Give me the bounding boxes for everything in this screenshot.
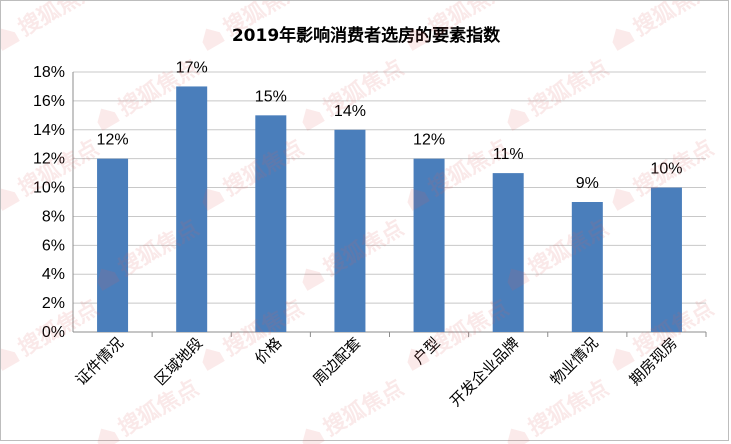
watermark-tile: 搜狐焦点	[202, 135, 308, 211]
bar	[571, 202, 603, 332]
watermark-text: 搜狐焦点	[629, 1, 718, 41]
watermark-text: 搜狐焦点	[524, 55, 613, 122]
house-icon	[507, 268, 530, 291]
chart-title: 2019年影响消费者选房的要素指数	[232, 25, 501, 46]
bar	[650, 187, 682, 332]
y-tick-label: 8%	[42, 208, 65, 225]
y-tick-label: 4%	[42, 266, 65, 283]
house-icon	[302, 108, 325, 131]
house-icon	[407, 188, 430, 211]
house-icon	[97, 108, 120, 131]
bar	[97, 158, 129, 332]
house-icon	[302, 428, 325, 444]
watermark-text: 搜狐焦点	[524, 375, 613, 442]
house-icon	[202, 28, 225, 51]
watermark-tile: 搜狐焦点	[202, 295, 308, 371]
y-tick-label: 14%	[33, 122, 65, 139]
watermark-text: 搜狐焦点	[319, 375, 408, 442]
gridlines	[72, 71, 707, 337]
house-icon	[1, 348, 20, 371]
y-tick-label: 6%	[42, 237, 65, 254]
y-tick-label: 18%	[33, 64, 65, 81]
bar	[492, 173, 524, 332]
data-labels: 12% 17% 15% 14% 12% 11% 9% 10%	[97, 59, 683, 192]
watermark-tile: 搜狐焦点	[507, 55, 613, 131]
house-icon	[97, 268, 120, 291]
watermark-text: 搜狐焦点	[14, 1, 103, 41]
y-axis-ticks: 0% 2% 4% 6% 8% 10% 12% 14% 16% 18%	[33, 64, 65, 341]
data-label: 14%	[334, 103, 366, 120]
x-tick-label: 区域地段	[151, 334, 206, 389]
house-icon	[1, 188, 20, 211]
house-icon	[507, 428, 530, 444]
watermark-tile: 搜狐焦点	[97, 375, 203, 444]
house-icon	[202, 348, 225, 371]
house-icon	[612, 188, 635, 211]
house-icon	[612, 28, 635, 51]
x-tick-label: 证件情况	[72, 334, 127, 389]
house-icon	[612, 348, 635, 371]
data-label: 9%	[576, 175, 599, 192]
bar	[413, 158, 445, 332]
watermark-tile: 搜狐焦点	[612, 1, 718, 51]
data-label: 17%	[176, 59, 208, 76]
y-tick-label: 0%	[42, 324, 65, 341]
data-label: 15%	[255, 88, 287, 105]
house-icon	[407, 28, 430, 51]
house-icon	[202, 188, 225, 211]
house-icon	[407, 348, 430, 371]
y-tick-label: 12%	[33, 151, 65, 168]
y-tick-label: 2%	[42, 295, 65, 312]
watermark-tile: 搜狐焦点	[302, 375, 408, 444]
bar	[255, 115, 287, 332]
data-label: 10%	[650, 161, 682, 178]
y-tick-label: 16%	[33, 93, 65, 110]
house-icon	[1, 28, 20, 51]
x-tick-label: 周边配套	[309, 334, 364, 389]
data-label: 11%	[493, 146, 524, 163]
house-icon	[302, 268, 325, 291]
y-tick-label: 10%	[33, 180, 65, 197]
house-icon	[97, 428, 120, 444]
bar	[334, 129, 366, 332]
data-label: 12%	[413, 132, 445, 149]
watermark-tile: 搜狐焦点	[302, 55, 408, 131]
house-icon	[507, 108, 530, 131]
watermark-tile: 搜狐焦点	[1, 1, 103, 51]
watermark-tile: 搜狐焦点	[1, 135, 103, 211]
bar	[176, 86, 208, 332]
data-label: 12%	[97, 132, 129, 149]
bars	[97, 86, 682, 332]
